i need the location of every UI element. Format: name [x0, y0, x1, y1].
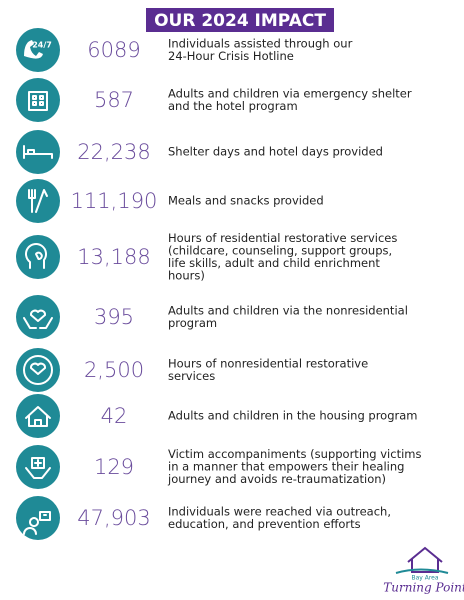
title-band [146, 8, 334, 32]
description-line: life skills, adult and child enrichment [168, 256, 380, 270]
icon-glyph [23, 511, 51, 535]
description-line: journey and avoids re-traumatization) [167, 472, 386, 486]
stat-value: 2,500 [84, 358, 144, 382]
logo: Bay Area Turning Point [383, 546, 464, 595]
stat-value: 6089 [87, 38, 140, 62]
impact-row: 24/7 6089 Individuals assisted through our… [16, 28, 353, 72]
description-line: Hours of nonresidential restorative [168, 356, 368, 370]
icon-glyph [25, 406, 51, 427]
logo-name: Turning Point [383, 581, 464, 595]
impact-row: 395 Adults and children via the nonreside… [16, 295, 408, 339]
impact-row: 13,188 Hours of residential restorative s… [16, 231, 397, 282]
icon-glyph [23, 309, 53, 329]
icon-glyph [23, 355, 53, 385]
stat-value: 42 [101, 404, 128, 428]
description-line: Shelter days and hotel days provided [168, 145, 383, 159]
title: OUR 2024 IMPACT [154, 11, 326, 31]
icon-circle [16, 394, 60, 438]
stat-value: 111,190 [71, 189, 158, 213]
icon-glyph [24, 40, 43, 59]
description-line: services [168, 369, 215, 383]
icon-circle [16, 28, 60, 72]
description-line: 24-Hour Crisis Hotline [168, 49, 294, 63]
icon-glyph [25, 457, 51, 479]
description-line: Individuals assisted through our [168, 36, 353, 50]
stat-value: 22,238 [77, 140, 150, 164]
impact-row: 111,190 Meals and snacks provided [16, 179, 324, 223]
icon-label: 24/7 [32, 41, 52, 50]
icon-circle [16, 496, 60, 540]
description-line: Victim accompaniments (supporting victim… [168, 447, 421, 461]
icon-circle [16, 179, 60, 223]
impact-row: 2,500 Hours of nonresidential restorative… [16, 348, 368, 392]
icon-circle [16, 348, 60, 392]
icon-circle [16, 78, 60, 122]
description-line: in a manner that empowers their healing [168, 460, 404, 474]
description-line: Individuals were reached via outreach, [168, 504, 391, 518]
stat-value: 13,188 [77, 245, 150, 269]
description-line: education, and prevention efforts [168, 517, 361, 531]
stat-value: 129 [94, 455, 134, 479]
description-line: (childcare, counseling, support groups, [168, 243, 392, 257]
description-line: program [168, 316, 217, 330]
impact-row: 587 Adults and children via emergency she… [16, 78, 412, 122]
description-line: Hours of residential restorative service… [168, 231, 397, 245]
stat-value: 47,903 [77, 506, 150, 530]
icon-circle [16, 295, 60, 339]
impact-row: 129 Victim accompaniments (supporting vic… [16, 445, 421, 489]
logo-small: Bay Area [411, 575, 438, 582]
impact-row: 22,238 Shelter days and hotel days provid… [16, 130, 383, 174]
icon-circle [16, 130, 60, 174]
stat-value: 587 [94, 88, 134, 112]
icon-glyph [23, 145, 53, 159]
logo-wave [395, 568, 449, 574]
icon-glyph [25, 243, 47, 269]
impact-row: 47,903 Individuals were reached via outre… [16, 496, 391, 540]
logo-house [407, 546, 443, 573]
stat-value: 395 [94, 305, 134, 329]
icon-glyph [28, 91, 48, 111]
description-line: Adults and children in the housing progr… [168, 409, 418, 423]
icon-glyph [28, 189, 48, 213]
description-line: hours) [168, 268, 205, 282]
description-line: Adults and children via the nonresidenti… [168, 303, 408, 317]
description-line: Adults and children via emergency shelte… [168, 86, 412, 100]
description-line: and the hotel program [168, 99, 298, 113]
impact-row: 42 Adults and children in the housing pro… [16, 394, 418, 438]
description-line: Meals and snacks provided [168, 194, 324, 208]
